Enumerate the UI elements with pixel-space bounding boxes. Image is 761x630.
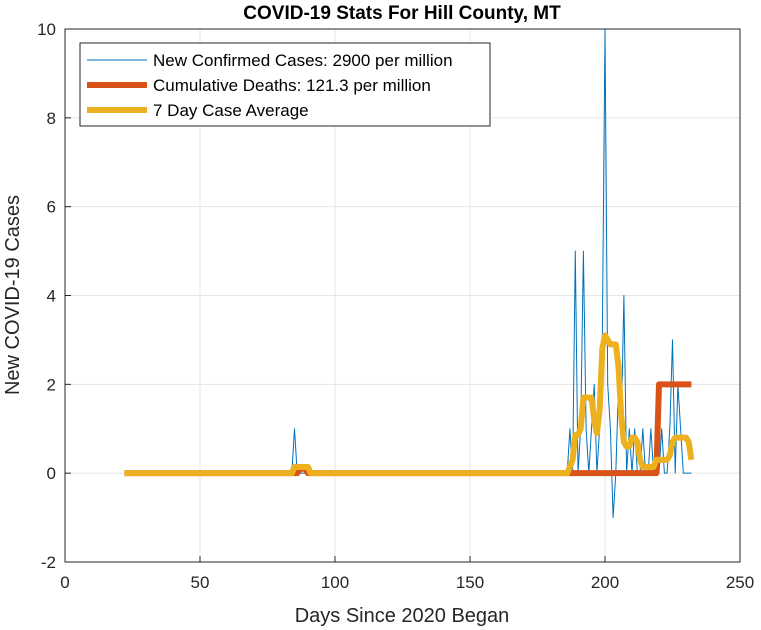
legend-label-0: New Confirmed Cases: 2900 per million — [153, 51, 453, 70]
y-tick-label: -2 — [41, 553, 56, 572]
y-tick-label: 0 — [47, 464, 56, 483]
series-line-0 — [124, 28, 692, 519]
y-axis-label: New COVID-19 Cases — [2, 195, 24, 395]
x-tick-label: 150 — [456, 573, 484, 592]
series-group — [124, 28, 695, 519]
series-line-2 — [124, 332, 695, 477]
y-tick-label: 10 — [37, 20, 56, 39]
legend-label-1: Cumulative Deaths: 121.3 per million — [153, 76, 431, 95]
y-tick-label: 2 — [47, 375, 56, 394]
x-tick-label: 100 — [321, 573, 349, 592]
legend-label-2: 7 Day Case Average — [153, 101, 309, 120]
y-tick-label: 6 — [47, 198, 56, 217]
y-tick-label: 8 — [47, 109, 56, 128]
x-tick-label: 50 — [191, 573, 210, 592]
x-tick-label: 250 — [726, 573, 754, 592]
chart-title: COVID-19 Stats For Hill County, MT — [243, 3, 561, 24]
legend: New Confirmed Cases: 2900 per million Cum… — [79, 42, 491, 127]
y-tick-label: 4 — [47, 287, 56, 306]
x-tick-label: 0 — [60, 573, 69, 592]
legend-box — [79, 42, 491, 127]
x-axis-label: Days Since 2020 Began — [295, 605, 510, 627]
x-tick-label: 200 — [591, 573, 619, 592]
